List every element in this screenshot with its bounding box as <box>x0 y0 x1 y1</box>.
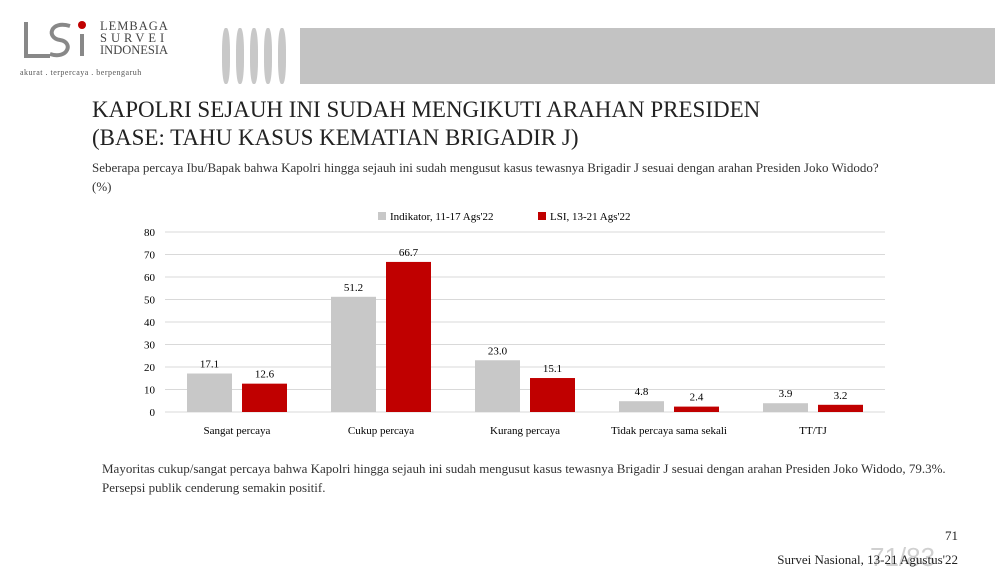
legend-label: LSI, 13-21 Ags'22 <box>550 211 631 223</box>
bar-lsi <box>674 406 719 412</box>
tagline: akurat . terpercaya . berpengaruh <box>20 68 142 77</box>
x-tick-label: Kurang percaya <box>490 425 560 437</box>
data-label: 66.7 <box>399 247 419 259</box>
y-tick-label: 0 <box>150 407 156 419</box>
bar-lsi <box>530 378 575 412</box>
x-tick-label: Sangat percaya <box>204 425 271 437</box>
y-tick-label: 70 <box>144 250 156 262</box>
x-tick-label: Cukup percaya <box>348 425 414 437</box>
y-tick-label: 30 <box>144 340 156 352</box>
legend-swatch-lsi <box>538 212 546 220</box>
bar-indikator <box>475 360 520 412</box>
y-tick-label: 20 <box>144 362 156 374</box>
data-label: 12.6 <box>255 369 275 381</box>
question-text: Seberapa percaya Ibu/Bapak bahwa Kapolri… <box>92 160 879 194</box>
brand-line: SURVEI <box>100 31 169 45</box>
page-watermark: 71/83 <box>870 542 936 572</box>
data-label: 3.2 <box>834 390 848 402</box>
y-tick-label: 10 <box>144 385 156 397</box>
title-line: KAPOLRI SEJAUH INI SUDAH MENGIKUTI ARAHA… <box>92 97 761 122</box>
lsi-logo <box>20 20 90 60</box>
bar-lsi <box>386 261 431 412</box>
legend-label: Indikator, 11-17 Ags'22 <box>390 211 494 223</box>
header-stripe <box>250 28 258 84</box>
bar-lsi <box>818 404 863 412</box>
legend-swatch-indikator <box>378 212 386 220</box>
bar-indikator <box>763 403 808 412</box>
summary-text: Mayoritas cukup/sangat percaya bahwa Kap… <box>102 461 946 495</box>
bar-indikator <box>619 401 664 412</box>
page-title: KAPOLRI SEJAUH INI SUDAH MENGIKUTI ARAHA… <box>92 96 760 152</box>
header-stripe <box>222 28 230 84</box>
x-tick-label: Tidak percaya sama sekali <box>611 425 727 437</box>
bar-lsi <box>242 383 287 412</box>
header-stripe <box>264 28 272 84</box>
footer-text: Survei Nasional, 13-21 Agustus'22 <box>777 552 958 567</box>
y-tick-label: 40 <box>144 317 156 329</box>
data-label: 15.1 <box>543 363 562 375</box>
data-label: 17.1 <box>200 359 219 371</box>
page-number: 71 <box>945 528 958 543</box>
data-label: 3.9 <box>779 388 793 400</box>
bar-chart: 0 10 20 30 40 50 60 70 80 Sangat percaya 17.1 12.6 C… <box>144 211 885 437</box>
title-line: (BASE: TAHU KASUS KEMATIAN BRIGADIR J) <box>92 125 579 150</box>
x-tick-label: TT/TJ <box>799 425 827 437</box>
brand-line: LEMBAGA <box>100 19 169 33</box>
bar-indikator <box>331 296 376 412</box>
brand-line: INDONESIA <box>100 43 169 57</box>
data-label: 23.0 <box>488 345 508 357</box>
legend: Indikator, 11-17 Ags'22 LSI, 13-21 Ags'2… <box>378 211 631 223</box>
y-tick-label: 80 <box>144 227 156 239</box>
y-tick-label: 60 <box>144 272 156 284</box>
header-stripe <box>236 28 244 84</box>
header-band <box>300 28 995 84</box>
data-label: 2.4 <box>690 392 704 404</box>
data-label: 4.8 <box>635 386 649 398</box>
header-stripe <box>278 28 286 84</box>
bar-indikator <box>187 373 232 412</box>
y-tick-label: 50 <box>144 295 156 307</box>
data-label: 51.2 <box>344 282 363 294</box>
